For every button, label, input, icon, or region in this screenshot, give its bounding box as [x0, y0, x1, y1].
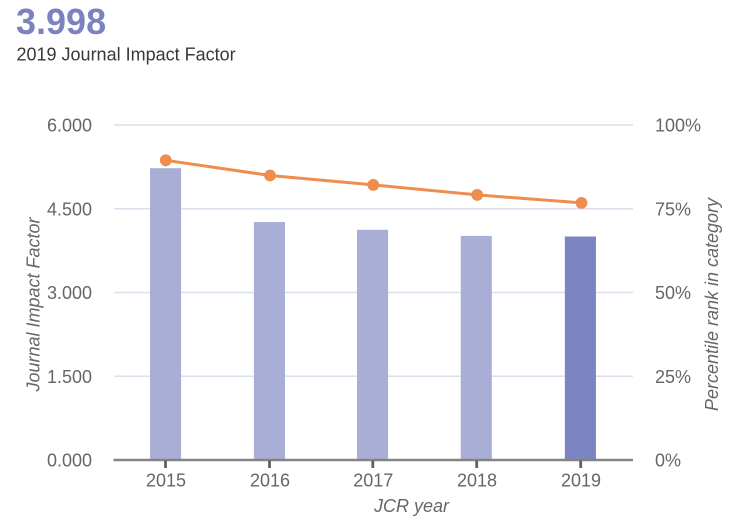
svg-text:3.000: 3.000 — [47, 283, 92, 303]
svg-text:2016: 2016 — [250, 471, 290, 491]
svg-text:25%: 25% — [655, 367, 691, 387]
svg-text:Journal Impact Factor: Journal Impact Factor — [24, 216, 44, 392]
svg-text:2018: 2018 — [457, 471, 497, 491]
svg-text:2015: 2015 — [146, 471, 186, 491]
svg-text:75%: 75% — [655, 199, 691, 219]
svg-text:100%: 100% — [655, 116, 701, 136]
svg-text:6.000: 6.000 — [47, 116, 92, 136]
svg-text:2019: 2019 — [561, 471, 601, 491]
svg-text:0%: 0% — [655, 451, 681, 471]
svg-text:1.500: 1.500 — [47, 367, 92, 387]
svg-text:50%: 50% — [655, 283, 691, 303]
svg-text:0.000: 0.000 — [47, 451, 92, 471]
svg-text:2019 Journal Impact Factor: 2019 Journal Impact Factor — [17, 45, 236, 65]
svg-text:4.500: 4.500 — [47, 199, 92, 219]
svg-text:Percentile rank in category: Percentile rank in category — [702, 197, 722, 411]
svg-text:2017: 2017 — [353, 471, 393, 491]
svg-text:JCR year: JCR year — [373, 496, 450, 516]
svg-text:3.998: 3.998 — [16, 1, 106, 42]
